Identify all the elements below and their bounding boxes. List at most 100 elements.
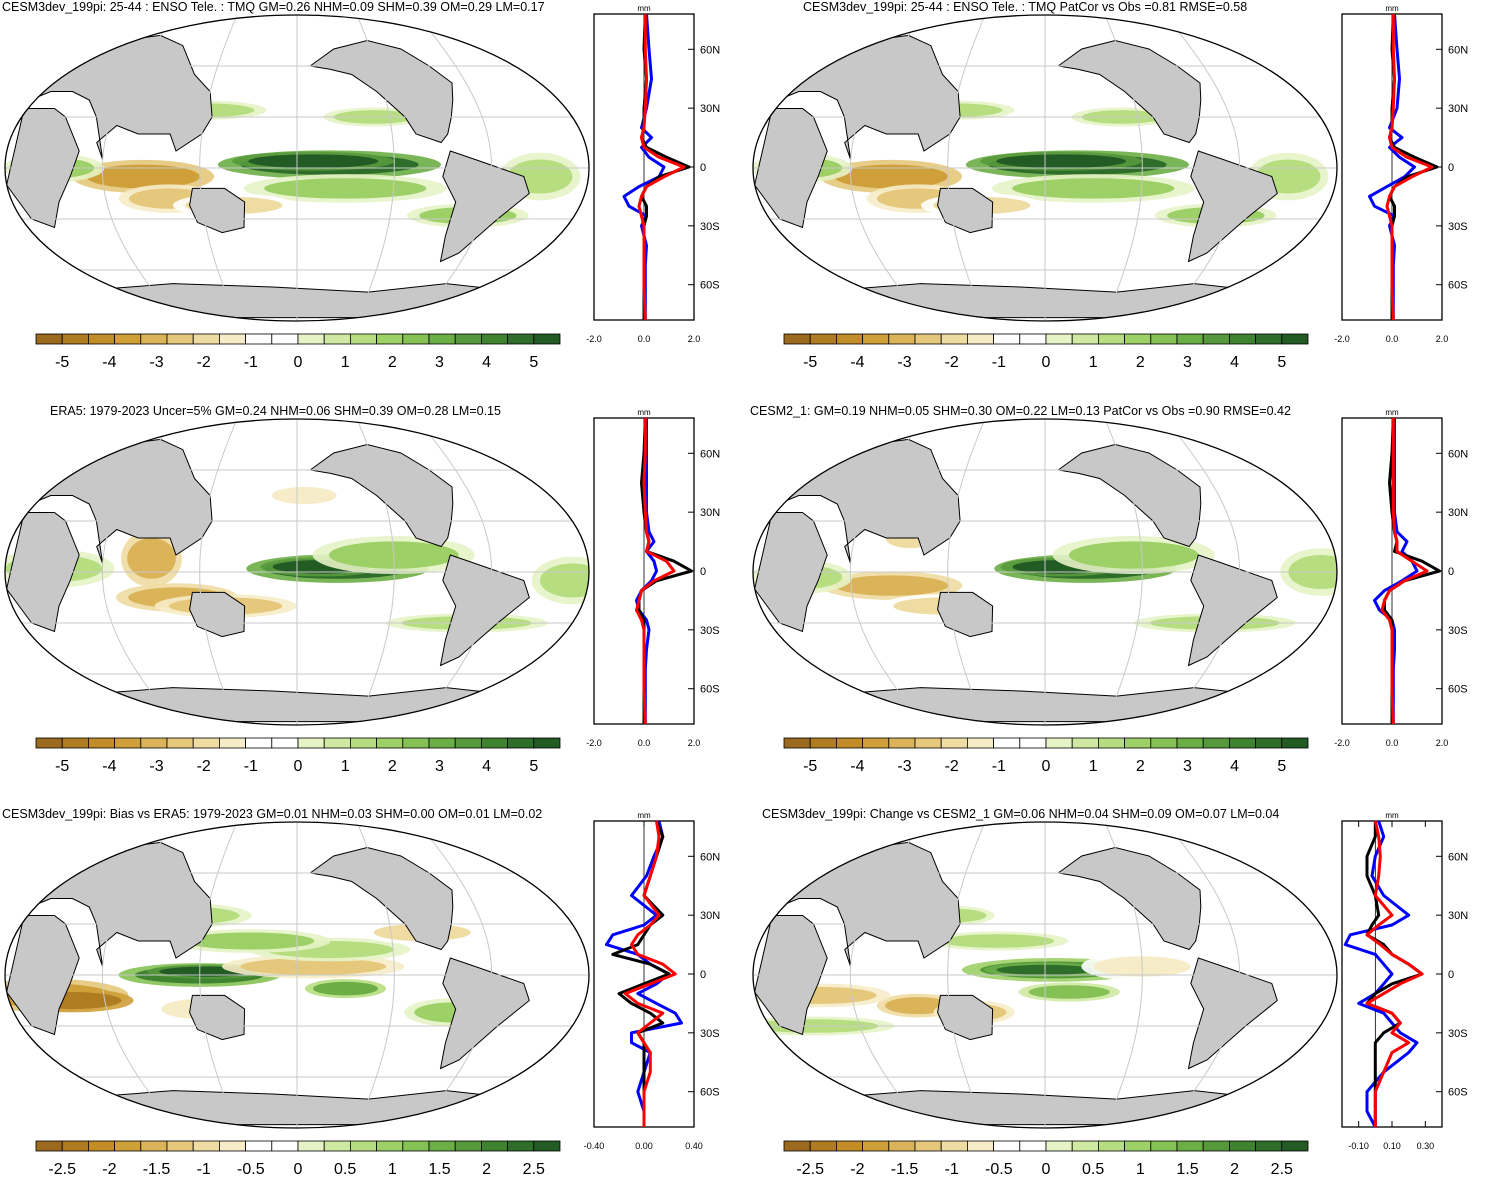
y-tick-label: 60N bbox=[700, 44, 720, 56]
map bbox=[4, 14, 590, 322]
colorbar-cell bbox=[88, 737, 116, 749]
colorbar-label: -2.5 bbox=[48, 1161, 76, 1178]
colorbar-label: 2 bbox=[388, 354, 397, 371]
colorbar-label: -1 bbox=[945, 1161, 959, 1178]
profile-series-0 bbox=[1365, 820, 1424, 1127]
colorbar-cell bbox=[507, 737, 535, 749]
colorbar-cell bbox=[783, 333, 811, 345]
colorbar-cell bbox=[35, 333, 63, 345]
x-tick-label: 0.10 bbox=[1383, 1141, 1401, 1151]
anomaly-patch bbox=[940, 934, 1055, 948]
colorbar-label: 5 bbox=[529, 758, 538, 775]
anomaly-patch bbox=[248, 154, 379, 168]
colorbar-cell bbox=[1071, 1140, 1099, 1152]
colorbar-label: 2 bbox=[1136, 758, 1145, 775]
colorbar-cell bbox=[454, 333, 482, 345]
map-content bbox=[753, 419, 1337, 725]
panel-title: CESM3dev_199pi: Change vs CESM2_1 GM=0.0… bbox=[762, 807, 1280, 821]
colorbar-cell bbox=[61, 737, 89, 749]
panel-3: ERA5: 1979-2023 Uncer=5% GM=0.24 NHM=0.0… bbox=[0, 404, 740, 796]
y-tick-label: 0 bbox=[1448, 566, 1454, 578]
colorbar-label: -2 bbox=[102, 1161, 116, 1178]
profile-series-2 bbox=[1365, 821, 1424, 1127]
colorbar-cell bbox=[1255, 737, 1283, 749]
colorbar-label: -5 bbox=[55, 758, 69, 775]
map-border bbox=[4, 418, 590, 726]
colorbar-cell bbox=[836, 737, 864, 749]
colorbar-cell bbox=[862, 333, 890, 345]
colorbar: -5 -4 -3 -2 -1 0 1 2 3 4 5 bbox=[783, 737, 1309, 775]
zonal-profile: mm -2.0 0.0 2.0 60N 30N 0 30S 60S bbox=[1334, 408, 1468, 748]
longitude-line bbox=[849, 15, 926, 321]
colorbar-cell bbox=[192, 333, 220, 345]
map-border bbox=[752, 821, 1338, 1129]
colorbar-label: 1 bbox=[341, 758, 350, 775]
colorbar-cell bbox=[1071, 737, 1099, 749]
map-border bbox=[752, 14, 1338, 322]
colorbar-cell bbox=[1255, 1140, 1283, 1152]
colorbar-cell bbox=[1176, 1140, 1204, 1152]
anomaly-patch bbox=[271, 487, 337, 504]
colorbar-label: 1.5 bbox=[1176, 1161, 1198, 1178]
y-tick-label: 60N bbox=[700, 448, 720, 460]
longitude-line bbox=[849, 419, 926, 725]
colorbar-cell bbox=[993, 1140, 1021, 1152]
anomaly-patch bbox=[184, 932, 315, 950]
colorbar-label: -5 bbox=[55, 354, 69, 371]
longitude-line bbox=[416, 822, 493, 1128]
zonal-profile: mm -2.0 0.0 2.0 60N 30N 0 30S 60S bbox=[586, 4, 720, 344]
x-tick-label: 0.0 bbox=[638, 334, 651, 344]
profile-series-1 bbox=[1343, 820, 1419, 1128]
colorbar-cell bbox=[88, 333, 116, 345]
anomaly-patch bbox=[1028, 985, 1110, 999]
colorbar-cell bbox=[323, 333, 351, 345]
colorbar-cell bbox=[1150, 1140, 1178, 1152]
y-tick-label: 30N bbox=[700, 910, 720, 922]
profile-series-1 bbox=[1368, 13, 1416, 320]
panel-6: CESM3dev_199pi: Change vs CESM2_1 GM=0.0… bbox=[748, 807, 1487, 1199]
colorbar-cell bbox=[914, 333, 942, 345]
y-tick-label: 60S bbox=[700, 1087, 720, 1099]
colorbar-label: -2 bbox=[850, 1161, 864, 1178]
colorbar: -5 -4 -3 -2 -1 0 1 2 3 4 5 bbox=[783, 333, 1309, 371]
panel-5: CESM3dev_199pi: Bias vs ERA5: 1979-2023 … bbox=[0, 807, 740, 1199]
colorbar-cell bbox=[1255, 333, 1283, 345]
profile-unit: mm bbox=[1385, 4, 1399, 13]
longitude-line bbox=[416, 419, 493, 725]
colorbar-label: -2 bbox=[197, 354, 211, 371]
colorbar-cell bbox=[1019, 333, 1047, 345]
landmass bbox=[189, 591, 246, 638]
colorbar: -2.5 -2 -1.5 -1 -0.5 0 0.5 1 1.5 2 2.5 bbox=[35, 1140, 561, 1178]
landmass bbox=[439, 150, 530, 263]
colorbar-cell bbox=[1124, 737, 1152, 749]
colorbar-cell bbox=[862, 1140, 890, 1152]
y-tick-label: 30S bbox=[1448, 625, 1468, 637]
colorbar-cell bbox=[428, 1140, 456, 1152]
colorbar-cell bbox=[1281, 1140, 1309, 1152]
y-tick-label: 60N bbox=[1448, 851, 1468, 863]
colorbar-label: 5 bbox=[1277, 758, 1286, 775]
profile-series-1 bbox=[635, 418, 658, 724]
colorbar-cell bbox=[402, 737, 430, 749]
colorbar-cell bbox=[836, 333, 864, 345]
colorbar-label: 2 bbox=[1230, 1161, 1239, 1178]
longitude-line bbox=[1104, 822, 1143, 1128]
colorbar-cell bbox=[454, 1140, 482, 1152]
colorbar-cell bbox=[783, 1140, 811, 1152]
colorbar-label: 0 bbox=[294, 758, 303, 775]
landmass bbox=[1187, 957, 1278, 1070]
panel-title: CESM3dev_199pi: 25-44 : ENSO Tele. : TMQ… bbox=[803, 0, 1248, 14]
map bbox=[752, 418, 1338, 726]
panel-title: CESM3dev_199pi: 25-44 : ENSO Tele. : TMQ… bbox=[2, 0, 545, 14]
anomaly-patch bbox=[86, 164, 200, 189]
colorbar-label: 1 bbox=[1136, 1161, 1145, 1178]
colorbar-label: 4 bbox=[482, 354, 491, 371]
x-tick-label: 2.0 bbox=[688, 334, 701, 344]
colorbar-cell bbox=[61, 333, 89, 345]
y-tick-label: 0 bbox=[700, 969, 706, 981]
colorbar-cell bbox=[1202, 1140, 1230, 1152]
colorbar-label: -4 bbox=[102, 354, 116, 371]
colorbar-label: 4 bbox=[1230, 354, 1239, 371]
zonal-profile: mm -0.10 0.10 0.30 60N 30N 0 30S 60S bbox=[1341, 811, 1468, 1151]
anomaly-patch bbox=[264, 178, 427, 199]
